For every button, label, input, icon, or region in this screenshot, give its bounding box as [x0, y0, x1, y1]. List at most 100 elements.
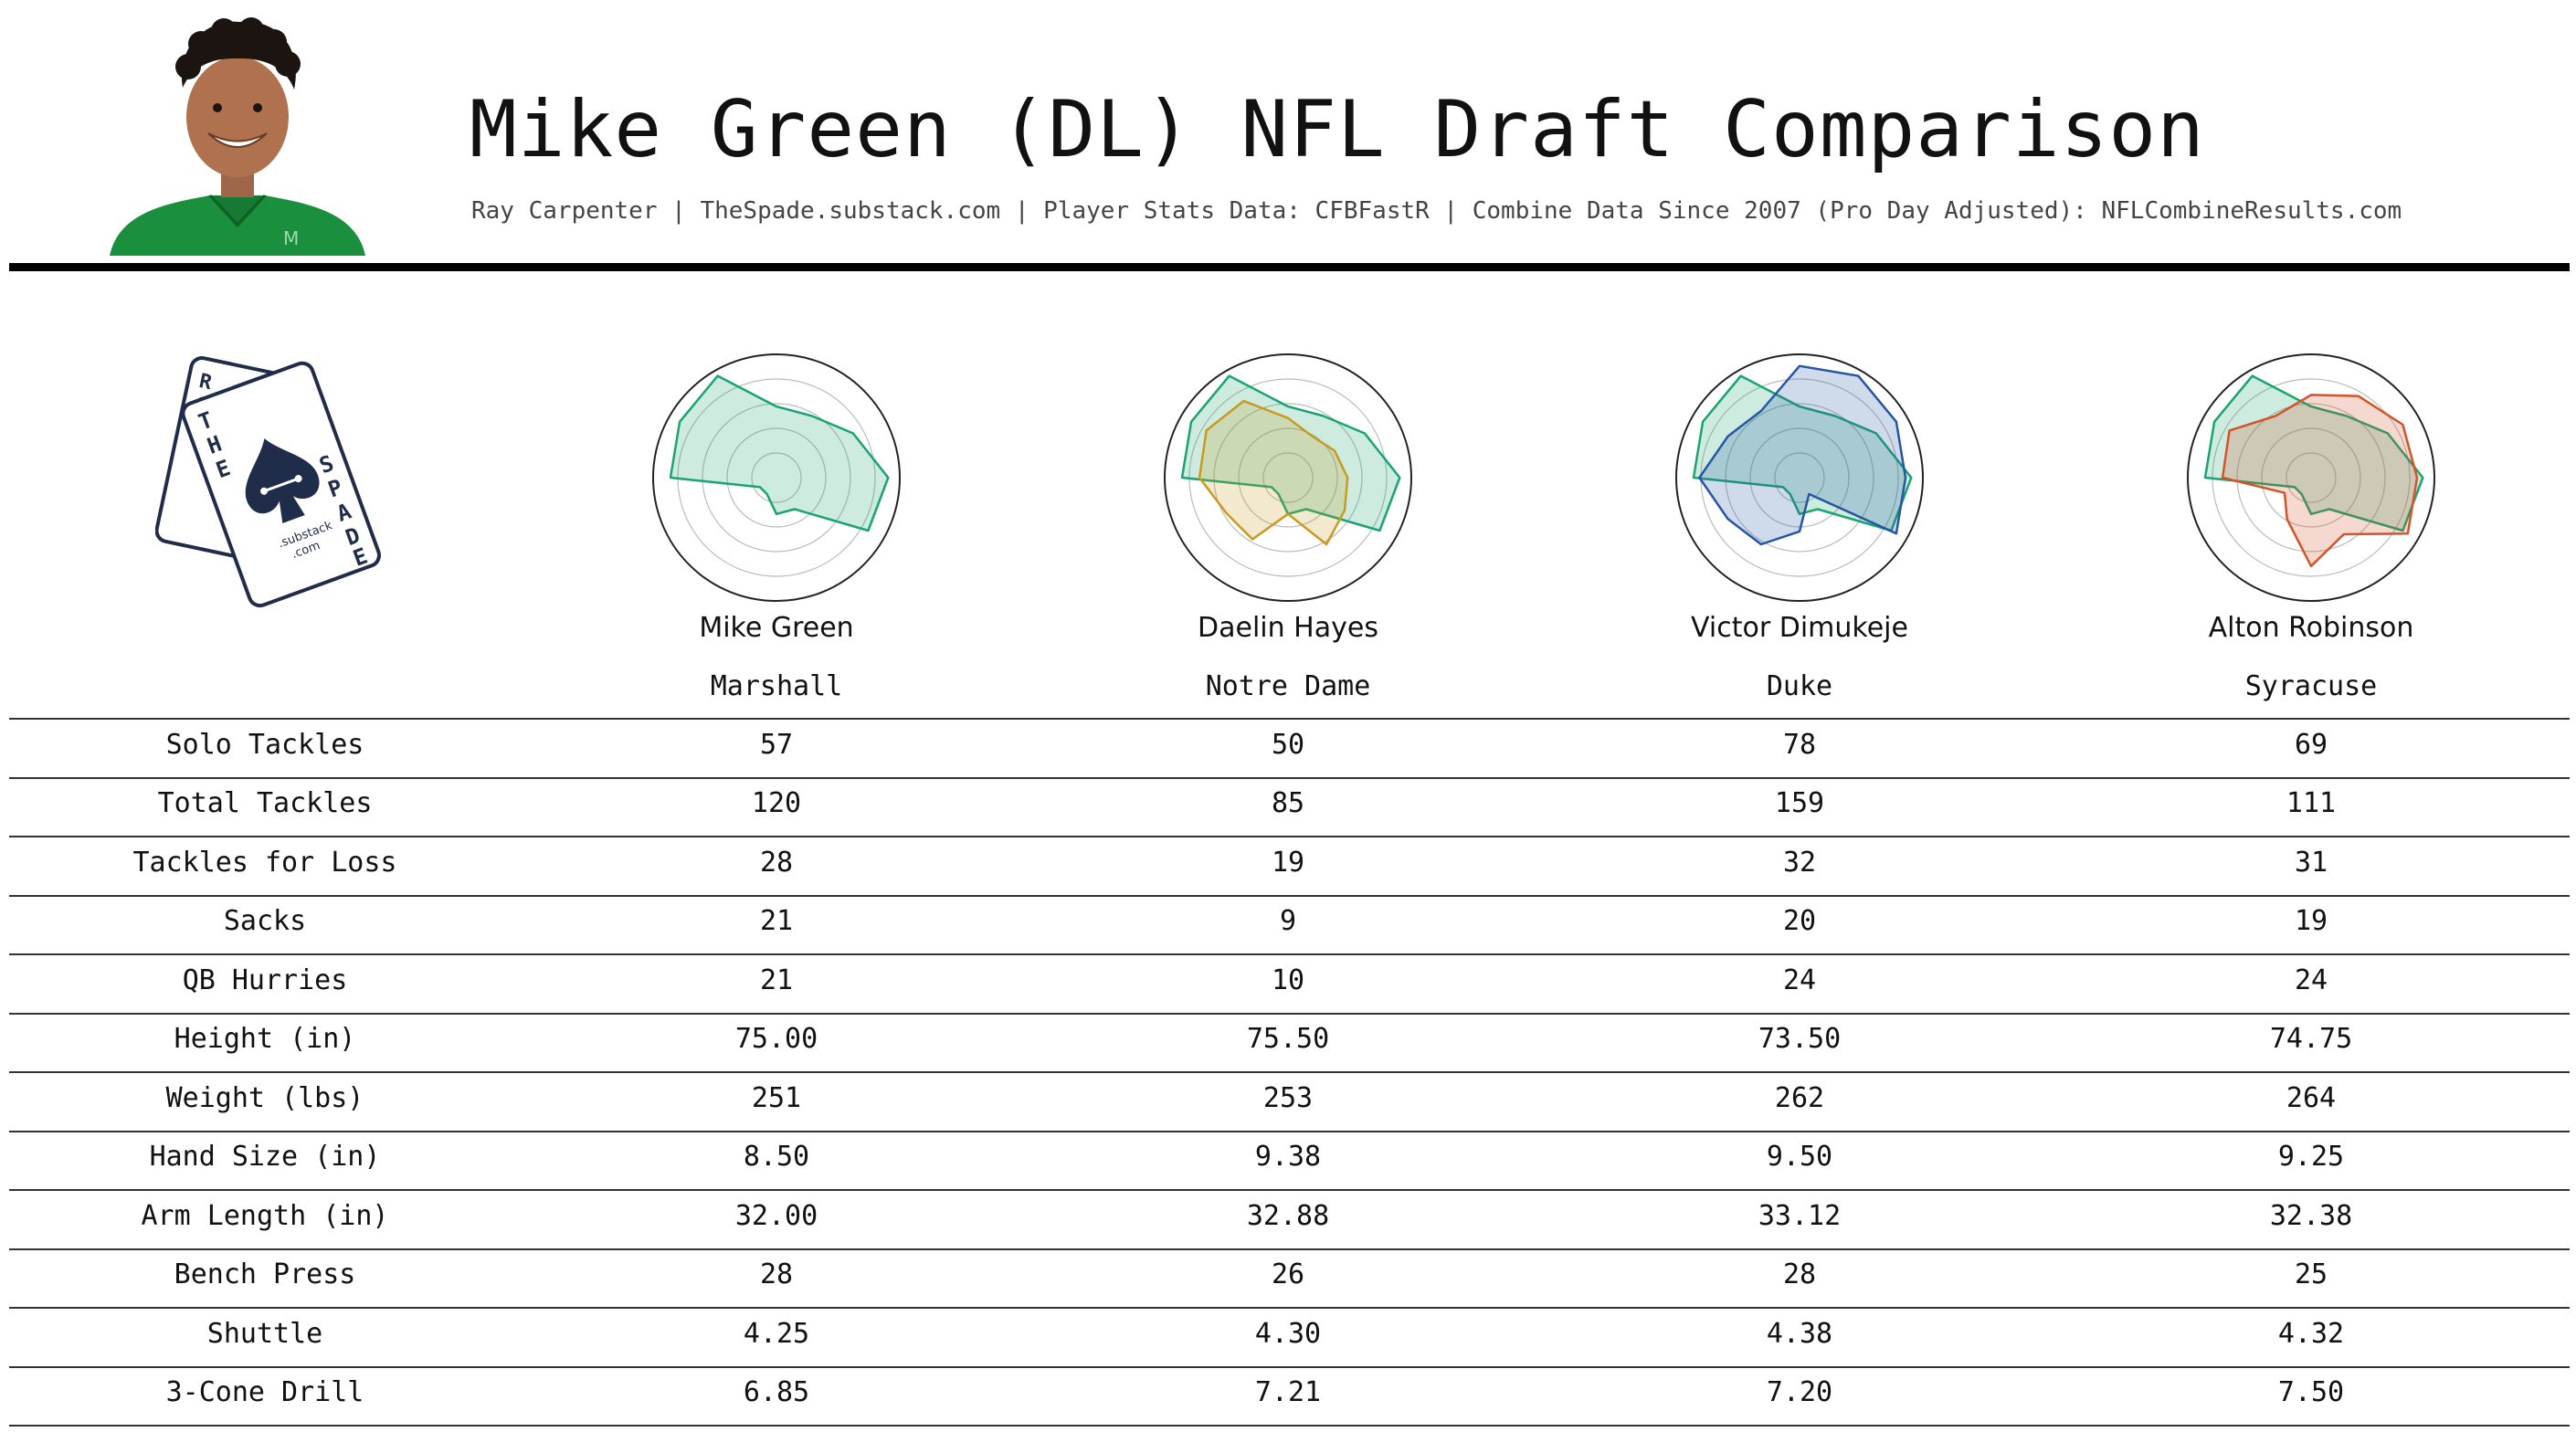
table-cell: 21	[759, 905, 794, 937]
radar-grid-ring	[751, 452, 802, 503]
table-cell: 20	[1782, 905, 1817, 937]
radar-grid-ring	[1774, 452, 1825, 503]
table-cell: 9	[1279, 905, 1297, 937]
table-cell: 19	[1271, 847, 1305, 879]
header-divider	[9, 263, 2570, 271]
svg-text:M: M	[283, 227, 299, 249]
radar-grid-ring	[1213, 403, 1363, 553]
table-cell: 253	[1262, 1082, 1314, 1114]
table-cell: 9.25	[2277, 1141, 2345, 1173]
row-label: 3-Cone Drill	[165, 1376, 364, 1408]
table-cell: 159	[1774, 787, 1825, 819]
player-school-1: Marshall	[710, 670, 843, 702]
radar-series-victor-dimukeje	[1698, 364, 1907, 546]
table-cell: 26	[1271, 1258, 1305, 1290]
table-cell: 9.38	[1254, 1141, 1322, 1173]
radar-grid-ring	[1238, 427, 1338, 528]
table-cell: 10	[1271, 964, 1305, 996]
table-cell: 32.00	[734, 1200, 818, 1232]
row-label: Hand Size (in)	[149, 1141, 381, 1173]
table-cell: 28	[759, 1258, 794, 1290]
table-cell: 4.32	[2277, 1318, 2345, 1350]
page-title: Mike Green (DL) NFL Draft Comparison	[470, 84, 2205, 175]
player-name-2: Daelin Hayes	[1198, 612, 1378, 644]
table-cell: 24	[2294, 964, 2328, 996]
player-name-3: Victor Dimukeje	[1691, 612, 1908, 644]
table-cell: 8.50	[743, 1141, 810, 1173]
player-name-1: Mike Green	[699, 612, 854, 644]
row-label: Solo Tackles	[165, 729, 364, 761]
player-name-4: Alton Robinson	[2208, 612, 2414, 644]
radar-grid-ring	[726, 427, 827, 528]
table-cell: 32	[1782, 847, 1817, 879]
page-subtitle: Ray Carpenter | TheSpade.substack.com | …	[471, 197, 2402, 225]
row-divider	[9, 1013, 2570, 1015]
radar-grid-ring	[652, 353, 901, 602]
table-cell: 74.75	[2269, 1023, 2353, 1055]
radar-grid-ring	[2286, 452, 2337, 503]
the-spade-logo: R C ♠ T H E S P A D E .substack .com	[155, 356, 381, 608]
table-cell: 28	[759, 847, 794, 879]
row-divider	[9, 895, 2570, 897]
radar-grid-ring	[1675, 353, 1924, 602]
table-cell: 6.85	[743, 1376, 810, 1408]
row-label: Total Tackles	[157, 787, 373, 819]
table-cell: 264	[2286, 1082, 2337, 1114]
table-cell: 111	[2286, 787, 2337, 819]
table-cell: 7.21	[1254, 1376, 1322, 1408]
radar-series-daelin-hayes	[1198, 399, 1349, 546]
row-label: Weight (lbs)	[165, 1082, 364, 1114]
table-cell: 28	[1782, 1258, 1817, 1290]
row-divider	[9, 836, 2570, 837]
row-divider	[9, 1366, 2570, 1368]
radar-grid-ring	[2261, 427, 2361, 528]
radar-grid-ring	[2236, 403, 2386, 553]
player-photo: M	[110, 17, 365, 256]
table-cell: 9.50	[1766, 1141, 1833, 1173]
row-divider	[9, 777, 2570, 779]
radar-grid-ring	[2187, 353, 2435, 602]
radar-grid-ring	[1725, 403, 1874, 553]
row-label: Height (in)	[174, 1023, 356, 1055]
radar-series-mike-green	[1692, 374, 1913, 532]
row-label: Arm Length (in)	[141, 1200, 389, 1232]
table-cell: 120	[751, 787, 802, 819]
player-school-2: Notre Dame	[1205, 670, 1371, 702]
table-cell: 73.50	[1758, 1023, 1842, 1055]
table-cell: 4.25	[743, 1318, 810, 1350]
row-divider	[9, 1131, 2570, 1132]
table-cell: 50	[1271, 729, 1305, 761]
radar-grid-ring	[1262, 452, 1314, 503]
table-cell: 19	[2294, 905, 2328, 937]
table-cell: 31	[2294, 847, 2328, 879]
radar-chart-victor-dimukeje	[1675, 353, 1924, 602]
player-school-4: Syracuse	[2244, 670, 2378, 702]
radar-chart-mike-green	[652, 353, 901, 602]
row-label: Tackles for Loss	[132, 847, 397, 879]
radar-series-mike-green	[669, 374, 890, 532]
radar-series-alton-robinson	[2221, 394, 2419, 568]
player-school-3: Duke	[1766, 670, 1833, 702]
radar-chart-alton-robinson	[2187, 353, 2435, 602]
row-label: Bench Press	[174, 1258, 356, 1290]
table-cell: 75.00	[734, 1023, 818, 1055]
table-cell: 251	[751, 1082, 802, 1114]
table-cell: 25	[2294, 1258, 2328, 1290]
row-divider	[9, 1189, 2570, 1191]
radar-series-mike-green	[2203, 374, 2424, 532]
table-cell: 57	[759, 729, 794, 761]
row-divider	[9, 1425, 2570, 1427]
table-cell: 32.88	[1246, 1200, 1330, 1232]
table-cell: 85	[1271, 787, 1305, 819]
radar-chart-daelin-hayes	[1164, 353, 1412, 602]
radar-grid-ring	[1164, 353, 1412, 602]
table-cell: 4.38	[1766, 1318, 1833, 1350]
row-divider	[9, 953, 2570, 955]
row-label: QB Hurries	[182, 964, 348, 996]
table-cell: 24	[1782, 964, 1817, 996]
table-cell: 33.12	[1758, 1200, 1842, 1232]
logo-back-letter-1: R	[197, 370, 215, 395]
table-cell: 78	[1782, 729, 1817, 761]
row-divider	[9, 1307, 2570, 1309]
table-cell: 21	[759, 964, 794, 996]
